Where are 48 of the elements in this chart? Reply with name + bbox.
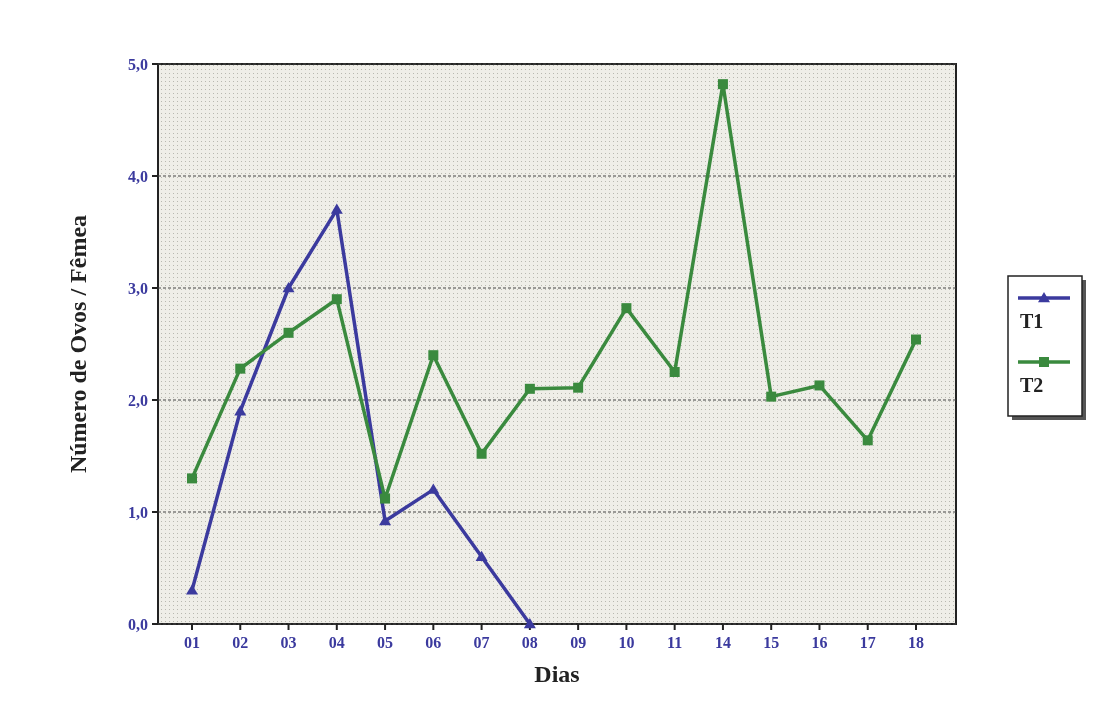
x-tick-label: 02 — [232, 634, 249, 651]
y-tick-label: 4,0 — [128, 167, 148, 185]
x-tick-label: 07 — [473, 634, 490, 651]
y-tick-label: 3,0 — [128, 279, 148, 297]
point — [476, 448, 487, 459]
x-axis-title: Dias — [534, 661, 580, 687]
x-tick-label: 18 — [908, 634, 924, 651]
legend-label: T2 — [1020, 374, 1044, 396]
point — [380, 493, 391, 504]
x-tick-label: 17 — [859, 634, 876, 651]
x-tick-label: 16 — [811, 634, 828, 651]
point — [669, 367, 680, 377]
x-tick-label: 15 — [763, 634, 780, 651]
x-tick-label: 01 — [184, 634, 200, 651]
point — [717, 79, 728, 90]
x-tick-label: 03 — [280, 634, 297, 651]
point — [282, 282, 295, 293]
point — [428, 350, 439, 361]
y-tick-label: 0,0 — [128, 615, 148, 633]
point — [621, 303, 632, 314]
point — [524, 383, 535, 394]
x-tick-label: 04 — [328, 634, 345, 651]
point — [573, 382, 584, 393]
y-tick-label: 5,0 — [128, 55, 148, 73]
x-tick-label: 14 — [714, 634, 731, 651]
x-tick-label: 10 — [618, 634, 635, 651]
point — [331, 294, 342, 305]
point — [235, 363, 246, 374]
x-tick-label: 06 — [425, 634, 442, 651]
point — [766, 391, 777, 402]
x-tick-label: 05 — [377, 634, 394, 651]
x-tick-label: 11 — [667, 634, 683, 651]
point — [186, 584, 198, 595]
point — [187, 473, 197, 484]
point — [814, 380, 825, 391]
point — [911, 334, 921, 345]
x-tick-label: 08 — [521, 634, 538, 651]
point — [234, 405, 247, 416]
legend-label: T1 — [1020, 310, 1044, 332]
y-axis-title: Número de Ovos / Fêmea — [65, 214, 91, 474]
point — [475, 550, 488, 561]
point — [523, 618, 536, 629]
point — [283, 327, 294, 338]
point — [330, 203, 343, 214]
y-tick-label: 2,0 — [128, 391, 148, 409]
x-tick-label: 09 — [570, 634, 587, 651]
y-tick-label: 1,0 — [128, 503, 148, 521]
point — [862, 435, 873, 446]
